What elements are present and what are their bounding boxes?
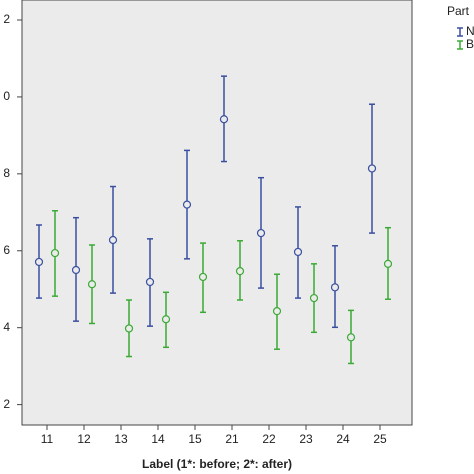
y-tick-label: 8	[3, 166, 10, 180]
mean-point	[235, 267, 245, 276]
mean-point	[71, 265, 81, 275]
mean-point	[293, 247, 303, 257]
x-tick-label: 15	[188, 432, 202, 446]
mean-point	[272, 307, 282, 316]
y-tick-label: 2	[3, 397, 10, 411]
mean-point	[161, 315, 171, 324]
y-tick-label: 4	[3, 320, 10, 334]
x-tick-label: 23	[299, 432, 313, 446]
mean-point	[219, 115, 229, 124]
mean-point	[367, 164, 377, 173]
x-tick-label: 12	[77, 432, 91, 446]
legend-title: Part	[447, 4, 470, 18]
mean-point	[87, 280, 97, 289]
mean-point	[145, 277, 155, 287]
x-tick-label: 14	[151, 432, 165, 446]
mean-point	[182, 200, 192, 209]
y-tick-label: 2	[3, 12, 10, 26]
legend-label: B	[466, 37, 474, 51]
mean-point	[256, 228, 266, 238]
mean-point	[383, 259, 393, 268]
x-tick-label: 13	[114, 432, 128, 446]
mean-point	[198, 272, 208, 282]
x-axis-label: Label (1*: before; 2*: after)	[142, 457, 292, 471]
x-tick-label: 24	[336, 432, 350, 446]
x-tick-label: 25	[373, 432, 387, 446]
y-tick-label: 6	[3, 243, 10, 257]
mean-point	[330, 283, 340, 292]
mean-point	[108, 235, 118, 245]
legend-label: N	[466, 24, 474, 38]
plot-area	[21, 0, 413, 426]
x-tick-label: 21	[225, 432, 239, 446]
mean-point	[50, 248, 60, 258]
x-tick-label: 11	[41, 432, 54, 446]
mean-point	[34, 257, 44, 267]
y-tick-label: 0	[3, 89, 10, 103]
x-tick-label: 22	[262, 432, 276, 446]
mean-point	[124, 324, 134, 333]
mean-point	[346, 333, 356, 342]
mean-point	[309, 293, 319, 303]
